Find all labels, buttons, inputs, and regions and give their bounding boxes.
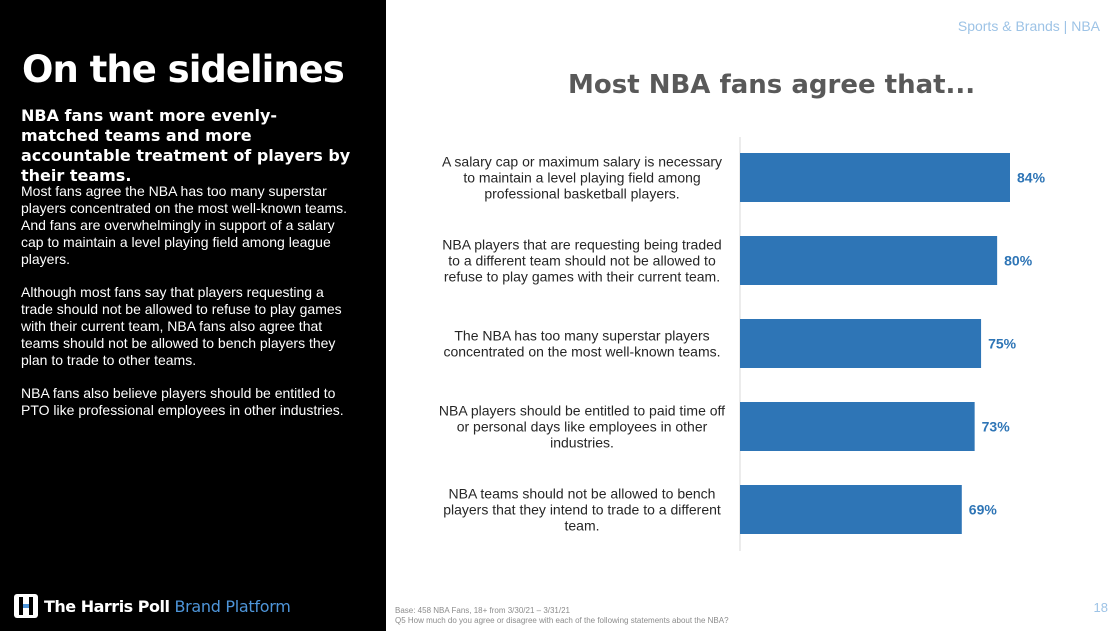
harris-poll-logo-icon xyxy=(14,594,38,618)
bar-1 xyxy=(740,153,1010,202)
page-subtitle: NBA fans want more evenly-matched teams … xyxy=(21,106,351,185)
data-label-4: 73% xyxy=(982,419,1011,435)
body-paragraph-1: Most fans agree the NBA has too many sup… xyxy=(21,183,348,267)
bar-5 xyxy=(740,485,962,534)
data-label-2: 80% xyxy=(1004,253,1033,269)
category-label-1: A salary cap or maximum salary is necess… xyxy=(442,154,722,202)
page-title: On the sidelines xyxy=(22,48,345,91)
footer-notes: Base: 458 NBA Fans, 18+ from 3/30/21 – 3… xyxy=(395,606,729,626)
data-label-3: 75% xyxy=(988,336,1017,352)
category-label-3: The NBA has too many superstar players co… xyxy=(443,328,720,360)
category-label-5: NBA teams should not be allowed to bench… xyxy=(443,486,721,534)
chart-title: Most NBA fans agree that... xyxy=(568,70,976,100)
bar-2 xyxy=(740,236,998,285)
logo-brand-bold: The Harris Poll xyxy=(44,596,170,616)
footer-question: Q5 How much do you agree or disagree wit… xyxy=(395,616,729,625)
left-panel: On the sidelines NBA fans want more even… xyxy=(0,0,386,631)
bar-3 xyxy=(740,319,982,368)
body-paragraph-3: NBA fans also believe players should be … xyxy=(21,385,344,418)
body-paragraph-2: Although most fans say that players requ… xyxy=(21,284,342,368)
bar-4 xyxy=(740,402,975,451)
footer-base: Base: 458 NBA Fans, 18+ from 3/30/21 – 3… xyxy=(395,606,571,615)
category-label-4: NBA players should be entitled to paid t… xyxy=(439,403,725,451)
category-label-2: NBA players that are requesting being tr… xyxy=(442,237,721,285)
data-label-1: 84% xyxy=(1017,170,1046,186)
section-label: Sports & Brands | NBA xyxy=(957,18,1100,34)
logo-brand-light: Brand Platform xyxy=(174,596,291,616)
harris-poll-logo: The Harris Poll Brand Platform xyxy=(14,594,291,618)
page-number: 18 xyxy=(1093,600,1108,615)
data-label-5: 69% xyxy=(969,502,998,518)
